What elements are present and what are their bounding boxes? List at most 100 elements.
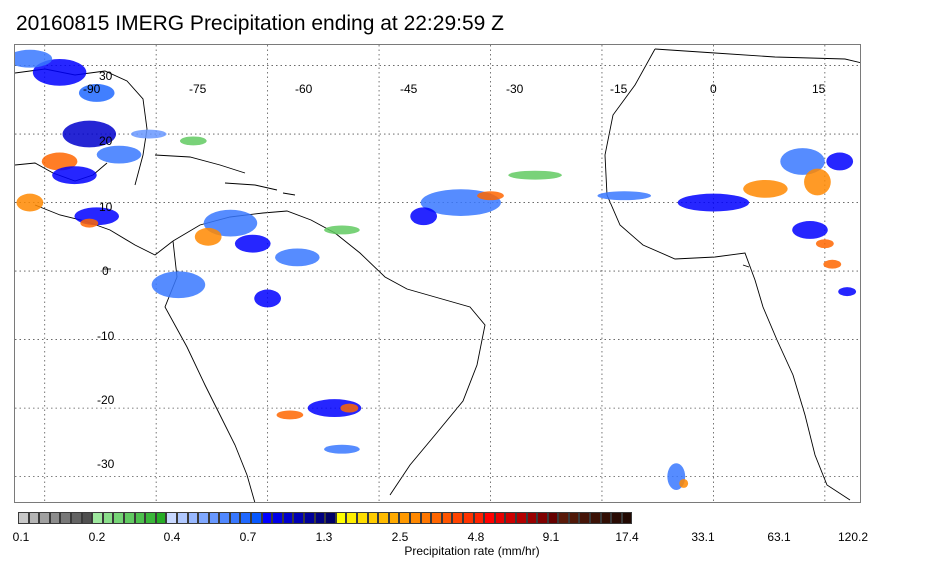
colorbar-swatch xyxy=(261,512,273,524)
colorbar-swatch xyxy=(409,512,421,524)
precip-cell xyxy=(804,168,831,196)
precip-cell xyxy=(508,170,562,180)
colorbar-swatch xyxy=(123,512,135,524)
colorbar-swatch xyxy=(515,512,527,524)
precip-cell xyxy=(410,207,438,226)
precip-cell xyxy=(62,120,117,148)
colorbar-swatch xyxy=(441,512,453,524)
colorbar-swatch xyxy=(494,512,506,524)
precip-cell xyxy=(96,145,142,164)
precip-cell xyxy=(203,209,258,237)
colorbar-swatch xyxy=(240,512,252,524)
precip-cell xyxy=(815,239,834,249)
colorbar-swatch xyxy=(399,512,410,524)
precip-cell xyxy=(254,289,281,308)
colorbar-swatch xyxy=(145,512,156,524)
precip-cell xyxy=(324,225,360,235)
lon-label: -15 xyxy=(610,82,628,96)
colorbar-swatch xyxy=(198,512,209,524)
colorbar-caption: Precipitation rate (mm/hr) xyxy=(404,544,540,558)
precip-cell xyxy=(15,49,53,68)
lat-label: -10 xyxy=(97,329,115,343)
colorbar-swatch xyxy=(92,512,103,524)
colorbar-swatch xyxy=(208,512,220,524)
precip-cell xyxy=(179,136,207,146)
colorbar-tick-label: 0.2 xyxy=(88,530,106,544)
lat-label: 10 xyxy=(99,200,113,214)
colorbar-swatch xyxy=(155,512,167,524)
colorbar-swatch xyxy=(621,512,633,524)
colorbar-tick-label: 120.2 xyxy=(837,530,869,544)
lon-label: -90 xyxy=(83,82,101,96)
colorbar-swatch xyxy=(568,512,580,524)
precip-cell xyxy=(234,234,271,253)
colorbar-tick-label: 9.1 xyxy=(542,530,560,544)
lat-label: 20 xyxy=(99,134,113,148)
precip-cell xyxy=(32,59,87,86)
colorbar-swatch xyxy=(357,512,368,524)
colorbar-tick-label: 33.1 xyxy=(691,530,715,544)
lat-label: -30 xyxy=(97,457,115,471)
colorbar-swatch xyxy=(611,512,622,524)
precip-cell xyxy=(78,84,115,102)
precip-cell xyxy=(41,152,78,171)
colorbar-tick-label: 2.5 xyxy=(391,530,409,544)
map-panel: -90 -75 -60 -45 -30 -15 0 15 30 20 10 0 … xyxy=(14,44,861,503)
map-canvas xyxy=(15,45,860,502)
precip-cell xyxy=(194,227,222,246)
lat-label: 30 xyxy=(99,69,113,83)
colorbar-tick-label: 0.1 xyxy=(12,530,30,544)
precip-cell xyxy=(16,193,44,212)
lon-label: -30 xyxy=(506,82,524,96)
lon-label: 15 xyxy=(812,82,826,96)
precipitation-layer xyxy=(15,49,857,490)
colorbar-swatch xyxy=(431,512,442,524)
colorbar-swatch xyxy=(187,512,199,524)
colorbar-swatch xyxy=(547,512,559,524)
colorbar-swatch xyxy=(293,512,305,524)
colorbar-swatch xyxy=(49,512,61,524)
colorbar-tick-label: 4.8 xyxy=(467,530,485,544)
colorbar-swatch xyxy=(314,512,326,524)
precip-cell xyxy=(826,152,854,171)
precip-cell xyxy=(743,179,788,198)
colorbar-swatch xyxy=(70,512,82,524)
map-title: 20160815 IMERG Precipitation ending at 2… xyxy=(16,12,504,35)
precip-cell xyxy=(477,191,504,201)
colorbar-swatch xyxy=(346,512,357,524)
colorbar-swatch xyxy=(505,512,516,524)
colorbar-swatch xyxy=(367,512,379,524)
precip-cell xyxy=(597,191,651,201)
colorbar-swatch xyxy=(113,512,124,524)
colorbar-swatch xyxy=(325,512,336,524)
precip-cell xyxy=(307,399,362,418)
colorbar-swatch xyxy=(134,512,146,524)
colorbar-swatch xyxy=(420,512,432,524)
colorbar-tick-label: 63.1 xyxy=(767,530,791,544)
precip-cell xyxy=(151,271,206,299)
precip-cell xyxy=(80,218,99,228)
colorbar-swatch xyxy=(388,512,400,524)
colorbar-swatch xyxy=(579,512,591,524)
colorbar-swatch xyxy=(219,512,230,524)
colorbar-swatch xyxy=(473,512,485,524)
precip-cell xyxy=(130,129,167,139)
colorbar-swatch xyxy=(335,512,347,524)
precip-cell xyxy=(52,166,97,185)
colorbar-swatch xyxy=(484,512,495,524)
colorbar-swatch xyxy=(28,512,40,524)
colorbar-swatch xyxy=(282,512,294,524)
precip-cell xyxy=(823,259,842,269)
colorbar-swatch xyxy=(251,512,262,524)
precip-cell xyxy=(780,148,825,175)
colorbar-swatch xyxy=(452,512,463,524)
colorbar-swatch xyxy=(18,512,29,524)
colorbar-tick-label: 17.4 xyxy=(615,530,639,544)
colorbar-tick-label: 1.3 xyxy=(315,530,333,544)
colorbar-swatch xyxy=(176,512,188,524)
colorbar-swatch xyxy=(60,512,71,524)
colorbar-swatch xyxy=(378,512,389,524)
lon-label: -60 xyxy=(295,82,313,96)
colorbar-swatch xyxy=(600,512,612,524)
colorbar-swatch xyxy=(462,512,474,524)
